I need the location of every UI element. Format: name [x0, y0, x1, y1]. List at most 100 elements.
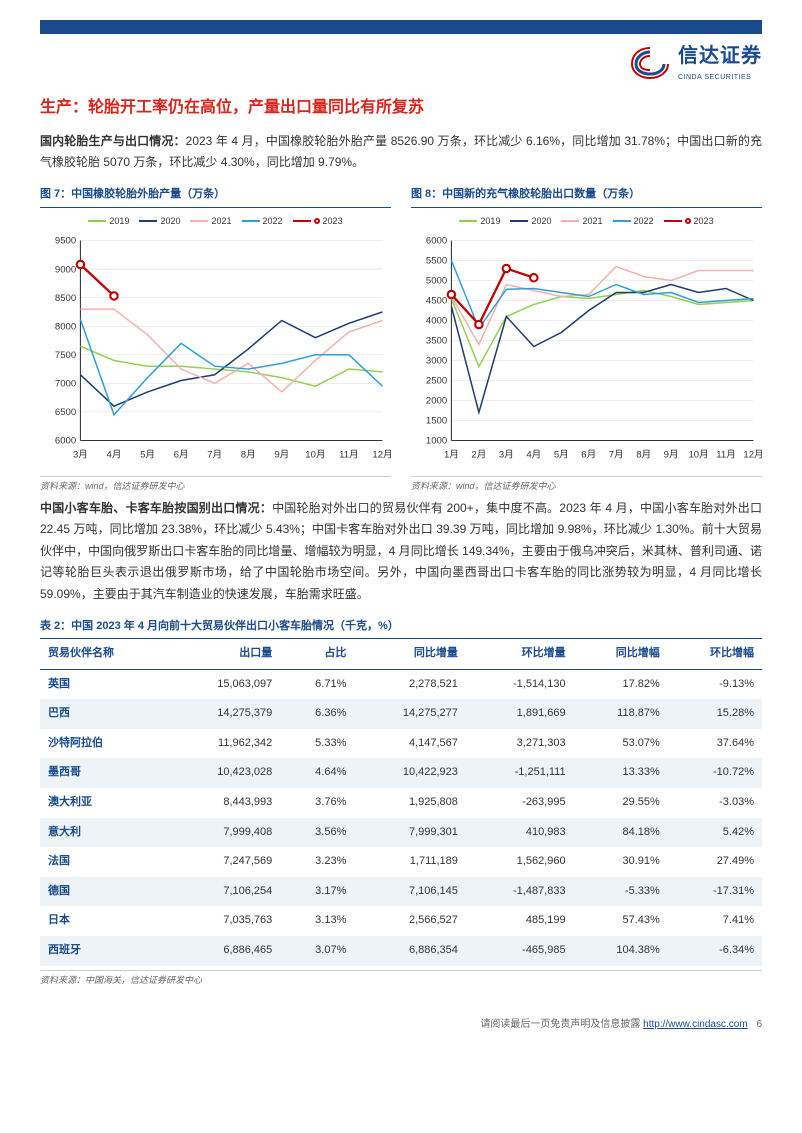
swirl-icon	[628, 44, 672, 80]
table-cell: 57.43%	[574, 906, 668, 936]
table-cell: 7,999,408	[169, 818, 281, 848]
svg-text:8000: 8000	[55, 321, 76, 332]
table-cell: -9.13%	[668, 669, 762, 699]
svg-text:1500: 1500	[426, 416, 447, 427]
svg-text:4500: 4500	[426, 296, 447, 307]
svg-text:4月: 4月	[107, 449, 122, 460]
table-cell: 3,271,303	[466, 729, 574, 759]
table-cell: 6.71%	[280, 669, 354, 699]
svg-text:6月: 6月	[581, 449, 596, 460]
table-cell: 巴西	[40, 699, 169, 729]
svg-text:5000: 5000	[426, 276, 447, 287]
table-cell: 84.18%	[574, 818, 668, 848]
svg-text:3500: 3500	[426, 336, 447, 347]
table-cell: 11,962,342	[169, 729, 281, 759]
footer-disclaimer: 请阅读最后一页免责声明及信息披露	[480, 1019, 640, 1030]
table-cell: 5.33%	[280, 729, 354, 759]
table-cell: 17.82%	[574, 669, 668, 699]
table-header-cell: 贸易伙伴名称	[40, 639, 169, 669]
legend-item-2021: 2021	[190, 214, 231, 228]
table-cell: 3.56%	[280, 818, 354, 848]
legend-item-2020: 2020	[139, 214, 180, 228]
table-cell: 英国	[40, 669, 169, 699]
table-header-cell: 出口量	[169, 639, 281, 669]
chart2-source: 资料来源：wind，信达证券研发中心	[411, 476, 762, 493]
export-table: 贸易伙伴名称出口量占比同比增量环比增量同比增幅环比增幅 英国15,063,097…	[40, 639, 762, 966]
table-cell: -6.34%	[668, 936, 762, 966]
table-cell: 3.07%	[280, 936, 354, 966]
table-cell: -3.03%	[668, 788, 762, 818]
svg-text:2000: 2000	[426, 396, 447, 407]
table-cell: 1,562,960	[466, 847, 574, 877]
legend-item-2022: 2022	[242, 214, 283, 228]
table-cell: -17.31%	[668, 877, 762, 907]
table-cell: 日本	[40, 906, 169, 936]
table-cell: -465,985	[466, 936, 574, 966]
table-cell: 10,423,028	[169, 758, 281, 788]
page-footer: 请阅读最后一页免责声明及信息披露 http://www.cindasc.com …	[40, 1017, 762, 1033]
table-cell: 1,711,189	[354, 847, 466, 877]
table-cell: -5.33%	[574, 877, 668, 907]
table-row: 德国7,106,2543.17%7,106,145-1,487,833-5.33…	[40, 877, 762, 907]
table-row: 法国7,247,5693.23%1,711,1891,562,96030.91%…	[40, 847, 762, 877]
table-cell: 2,278,521	[354, 669, 466, 699]
legend-item-2019: 2019	[459, 214, 500, 228]
table-header-cell: 环比增量	[466, 639, 574, 669]
svg-text:9月: 9月	[664, 449, 679, 460]
svg-text:11月: 11月	[716, 449, 736, 460]
table-row: 沙特阿拉伯11,962,3425.33%4,147,5673,271,30353…	[40, 729, 762, 759]
svg-text:8月: 8月	[241, 449, 256, 460]
svg-text:2500: 2500	[426, 376, 447, 387]
svg-text:7月: 7月	[207, 449, 222, 460]
svg-text:6月: 6月	[174, 449, 189, 460]
table-header-cell: 环比增幅	[668, 639, 762, 669]
table-cell: 3.17%	[280, 877, 354, 907]
svg-text:10月: 10月	[305, 449, 325, 460]
svg-text:7月: 7月	[609, 449, 624, 460]
svg-text:2月: 2月	[471, 449, 486, 460]
table-cell: 10,422,923	[354, 758, 466, 788]
table-cell: 485,199	[466, 906, 574, 936]
table-header-cell: 同比增量	[354, 639, 466, 669]
table-cell: 27.49%	[668, 847, 762, 877]
table-cell: 104.38%	[574, 936, 668, 966]
table-cell: 13.33%	[574, 758, 668, 788]
svg-text:7000: 7000	[55, 378, 76, 389]
chart-production-volume: 图 7：中国橡胶轮胎外胎产量（万条） 20192020202120222023 …	[40, 186, 391, 494]
table-cell: 3.76%	[280, 788, 354, 818]
table-cell: -263,995	[466, 788, 574, 818]
svg-text:12月: 12月	[372, 449, 391, 460]
svg-text:8500: 8500	[55, 293, 76, 304]
chart1-title: 图 7：中国橡胶轮胎外胎产量（万条）	[40, 186, 391, 208]
chart2-legend: 20192020202120222023	[411, 214, 762, 228]
svg-text:1000: 1000	[426, 436, 447, 447]
table-cell: 8,443,993	[169, 788, 281, 818]
page-number: 6	[756, 1019, 762, 1030]
table-row: 日本7,035,7633.13%2,566,527485,19957.43%7.…	[40, 906, 762, 936]
table-cell: 7,106,254	[169, 877, 281, 907]
section-title: 生产：轮胎开工率仍在高位，产量出口量同比有所复苏	[40, 95, 762, 121]
table-cell: -10.72%	[668, 758, 762, 788]
table-cell: 4,147,567	[354, 729, 466, 759]
paragraph-export-by-country: 中国小客车胎、卡客车胎按国别出口情况：中国轮胎对外出口的贸易伙伴有 200+，集…	[40, 498, 762, 606]
table-row: 巴西14,275,3796.36%14,275,2771,891,669118.…	[40, 699, 762, 729]
svg-text:3月: 3月	[73, 449, 88, 460]
table-cell: 30.91%	[574, 847, 668, 877]
table-cell: 3.13%	[280, 906, 354, 936]
table-cell: 6.36%	[280, 699, 354, 729]
svg-text:11月: 11月	[339, 449, 359, 460]
footer-link[interactable]: http://www.cindasc.com	[643, 1019, 747, 1030]
table-cell: 3.23%	[280, 847, 354, 877]
table-title: 表 2：中国 2023 年 4 月向前十大贸易伙伴出口小客车胎情况（千克，%）	[40, 618, 762, 640]
brand-logo: 信达证券 CINDA SECURITIES	[628, 40, 762, 83]
svg-text:6000: 6000	[426, 236, 447, 247]
table-cell: 118.87%	[574, 699, 668, 729]
svg-text:9月: 9月	[274, 449, 289, 460]
table-row: 意大利7,999,4083.56%7,999,301410,98384.18%5…	[40, 818, 762, 848]
svg-text:7500: 7500	[55, 350, 76, 361]
legend-item-2023: 2023	[664, 214, 714, 228]
table-row: 墨西哥10,423,0284.64%10,422,923-1,251,11113…	[40, 758, 762, 788]
legend-item-2019: 2019	[88, 214, 129, 228]
chart1-legend: 20192020202120222023	[40, 214, 391, 228]
chart-export-volume: 图 8：中国新的充气橡胶轮胎出口数量（万条） 20192020202120222…	[411, 186, 762, 494]
